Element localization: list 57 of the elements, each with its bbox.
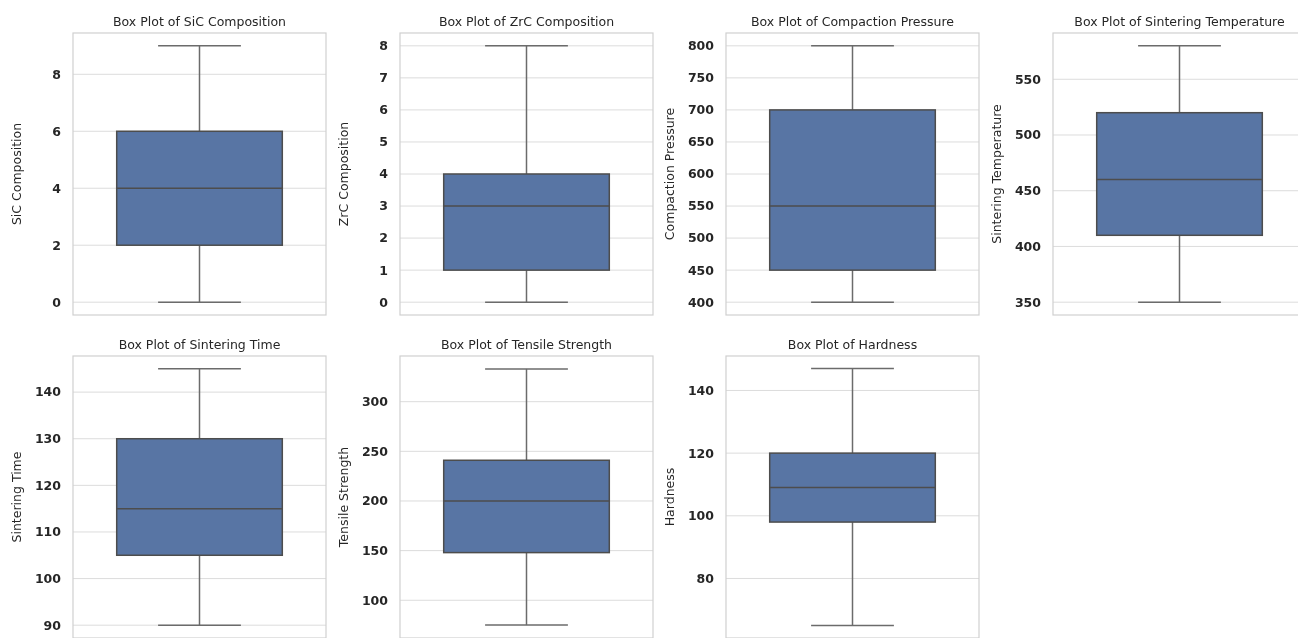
chart-title: Box Plot of Sintering Temperature bbox=[1074, 14, 1285, 29]
y-tick-label: 1 bbox=[379, 262, 388, 278]
y-tick-label: 300 bbox=[361, 394, 389, 410]
y-tick-label: 200 bbox=[361, 493, 389, 509]
y-tick-label: 8 bbox=[379, 38, 388, 54]
y-axis-title: Compaction Pressure bbox=[662, 107, 677, 241]
chart-title: Box Plot of Compaction Pressure bbox=[750, 14, 955, 29]
y-tick-label: 2 bbox=[379, 230, 388, 246]
y-axis-title: SiC Composition bbox=[9, 122, 24, 226]
y-tick-label: 400 bbox=[1014, 238, 1042, 254]
y-tick-label: 6 bbox=[52, 123, 62, 139]
y-tick-label: 400 bbox=[687, 294, 715, 310]
y-tick-label: 550 bbox=[1014, 71, 1042, 87]
y-tick-label: 100 bbox=[687, 508, 715, 524]
y-tick-label: 6 bbox=[379, 102, 389, 118]
y-tick-label: 8 bbox=[52, 66, 61, 82]
chart-title: Box Plot of Hardness bbox=[787, 337, 918, 352]
chart-title: Box Plot of Tensile Strength bbox=[440, 337, 613, 352]
chart-title: Box Plot of SiC Composition bbox=[113, 14, 286, 29]
y-tick-label: 130 bbox=[34, 431, 62, 447]
y-tick-label: 4 bbox=[52, 180, 62, 196]
y-tick-label: 600 bbox=[687, 166, 715, 182]
y-tick-label: 90 bbox=[43, 617, 62, 633]
chart-title: Box Plot of ZrC Composition bbox=[438, 14, 615, 29]
y-tick-label: 800 bbox=[687, 38, 715, 54]
y-tick-label: 700 bbox=[687, 102, 715, 118]
y-axis-title: Tensile Strength bbox=[336, 446, 351, 549]
y-tick-label: 250 bbox=[361, 443, 389, 459]
y-tick-label: 500 bbox=[687, 230, 715, 246]
y-tick-label: 7 bbox=[379, 70, 388, 86]
y-axis-title: ZrC Composition bbox=[336, 121, 351, 227]
y-tick-label: 150 bbox=[361, 542, 389, 558]
y-tick-label: 80 bbox=[696, 570, 715, 586]
y-tick-label: 2 bbox=[52, 237, 61, 253]
y-tick-label: 450 bbox=[687, 262, 715, 278]
y-axis-title: Hardness bbox=[662, 467, 677, 527]
y-tick-label: 500 bbox=[1014, 127, 1042, 143]
y-tick-label: 110 bbox=[34, 524, 62, 540]
y-tick-label: 120 bbox=[34, 477, 62, 493]
y-axis-title: Sintering Temperature bbox=[989, 103, 1004, 244]
y-tick-label: 550 bbox=[687, 198, 715, 214]
y-tick-label: 140 bbox=[687, 382, 715, 398]
y-tick-label: 0 bbox=[52, 294, 62, 310]
y-tick-label: 3 bbox=[379, 198, 388, 214]
y-tick-label: 750 bbox=[687, 70, 715, 86]
y-tick-label: 350 bbox=[1014, 294, 1042, 310]
y-tick-label: 140 bbox=[34, 384, 62, 400]
chart-title: Box Plot of Sintering Time bbox=[118, 337, 281, 352]
y-tick-label: 100 bbox=[34, 570, 62, 586]
y-tick-label: 450 bbox=[1014, 183, 1042, 199]
y-tick-label: 0 bbox=[379, 294, 389, 310]
y-tick-label: 120 bbox=[687, 445, 715, 461]
y-tick-label: 650 bbox=[687, 134, 715, 150]
y-axis-title: Sintering Time bbox=[9, 451, 24, 543]
y-tick-label: 4 bbox=[379, 166, 389, 182]
y-tick-label: 100 bbox=[361, 592, 389, 608]
y-tick-label: 5 bbox=[379, 134, 388, 150]
